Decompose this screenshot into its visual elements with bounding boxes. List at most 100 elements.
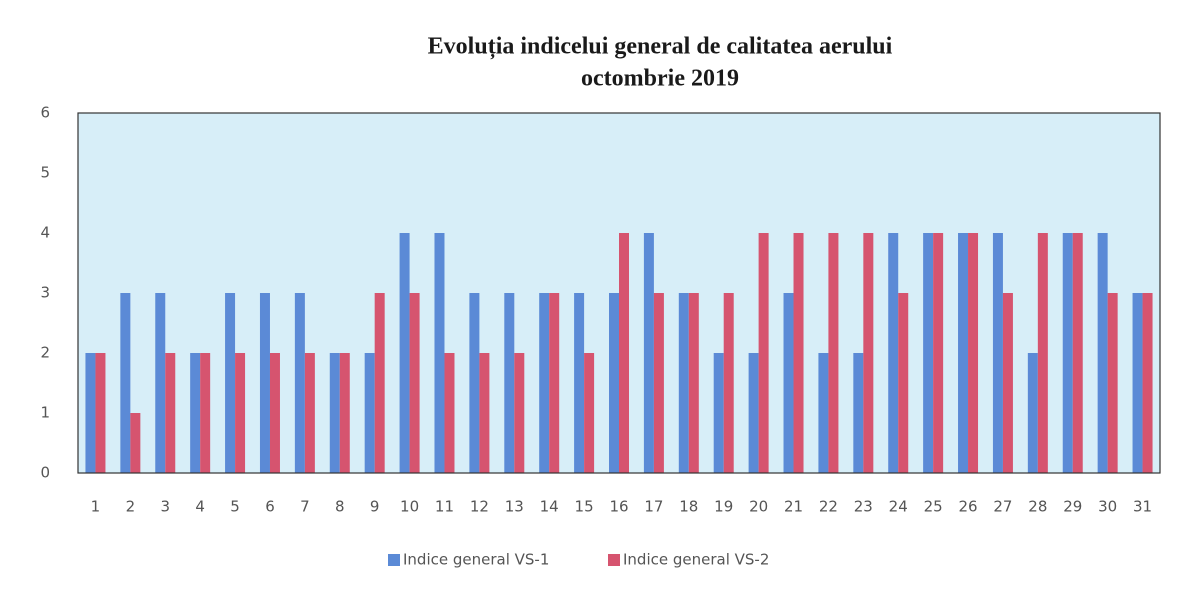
bar <box>95 353 106 473</box>
bar <box>793 233 804 473</box>
x-tick-label: 29 <box>1063 498 1082 516</box>
bar <box>165 353 176 473</box>
bar <box>85 353 96 473</box>
x-tick-label: 7 <box>300 498 310 516</box>
bar <box>1027 353 1038 473</box>
bar <box>329 353 340 473</box>
x-tick-label: 25 <box>924 498 943 516</box>
bar <box>444 353 455 473</box>
x-tick-label: 22 <box>819 498 838 516</box>
bar <box>1072 233 1083 473</box>
bar <box>514 353 525 473</box>
legend-swatch <box>388 554 400 566</box>
bar <box>504 293 515 473</box>
bar <box>783 293 794 473</box>
bar <box>968 233 979 473</box>
x-tick-label: 3 <box>160 498 170 516</box>
bar <box>653 293 664 473</box>
bar <box>304 353 315 473</box>
x-tick-label: 17 <box>644 498 663 516</box>
bar <box>294 293 305 473</box>
bar <box>479 353 490 473</box>
y-tick-label: 4 <box>40 224 50 242</box>
legend-label: Indice general VS-2 <box>623 551 769 569</box>
x-tick-label: 6 <box>265 498 275 516</box>
bar <box>235 353 246 473</box>
bar <box>409 293 420 473</box>
bar <box>399 233 410 473</box>
bar <box>130 413 141 473</box>
bar <box>748 353 759 473</box>
bar <box>1097 233 1108 473</box>
x-tick-label: 9 <box>370 498 380 516</box>
bar <box>155 293 166 473</box>
bar <box>339 353 350 473</box>
x-tick-label: 28 <box>1028 498 1047 516</box>
x-tick-label: 16 <box>609 498 628 516</box>
legend-label: Indice general VS-1 <box>403 551 549 569</box>
bar <box>469 293 480 473</box>
y-tick-label: 5 <box>40 164 50 182</box>
bar <box>549 293 560 473</box>
bar <box>269 353 280 473</box>
x-tick-label: 4 <box>195 498 205 516</box>
y-tick-label: 0 <box>40 464 50 482</box>
bar <box>888 233 899 473</box>
x-tick-label: 13 <box>505 498 524 516</box>
y-tick-label: 6 <box>40 104 50 122</box>
bar <box>863 233 874 473</box>
bar <box>584 353 595 473</box>
x-tick-label: 21 <box>784 498 803 516</box>
bar <box>190 353 201 473</box>
y-tick-label: 2 <box>40 344 50 362</box>
bar <box>434 233 445 473</box>
bar <box>1132 293 1143 473</box>
bar <box>713 353 724 473</box>
bar <box>688 293 699 473</box>
bar <box>225 293 236 473</box>
bar <box>120 293 131 473</box>
bar <box>958 233 969 473</box>
bar <box>1142 293 1153 473</box>
x-tick-label: 5 <box>230 498 240 516</box>
bar <box>923 233 934 473</box>
x-tick-label: 30 <box>1098 498 1117 516</box>
x-tick-label: 12 <box>470 498 489 516</box>
bar <box>723 293 734 473</box>
bar <box>933 233 944 473</box>
legend-swatch <box>608 554 620 566</box>
bar <box>1037 233 1048 473</box>
bar <box>619 233 629 473</box>
y-tick-label: 1 <box>40 404 50 422</box>
x-tick-label: 20 <box>749 498 768 516</box>
bar <box>539 293 550 473</box>
x-tick-label: 23 <box>854 498 873 516</box>
bar <box>898 293 909 473</box>
bar <box>758 233 769 473</box>
x-tick-label: 2 <box>126 498 136 516</box>
bar <box>828 233 839 473</box>
x-tick-label: 1 <box>91 498 101 516</box>
x-tick-label: 15 <box>575 498 594 516</box>
x-tick-label: 27 <box>993 498 1012 516</box>
bar <box>364 353 375 473</box>
plot-border <box>77 112 1161 474</box>
x-tick-label: 14 <box>540 498 559 516</box>
bar <box>678 293 689 473</box>
bar <box>374 293 385 473</box>
bar <box>574 293 585 473</box>
bar <box>1107 293 1118 473</box>
x-tick-label: 8 <box>335 498 345 516</box>
bar <box>818 353 829 473</box>
x-tick-label: 11 <box>435 498 454 516</box>
y-tick-label: 3 <box>40 284 50 302</box>
x-tick-label: 19 <box>714 498 733 516</box>
x-tick-label: 10 <box>400 498 419 516</box>
bar <box>853 353 864 473</box>
bar <box>200 353 211 473</box>
chart-subtitle: octombrie 2019 <box>581 66 739 92</box>
x-tick-label: 31 <box>1133 498 1152 516</box>
x-tick-label: 18 <box>679 498 698 516</box>
bar <box>609 293 619 473</box>
